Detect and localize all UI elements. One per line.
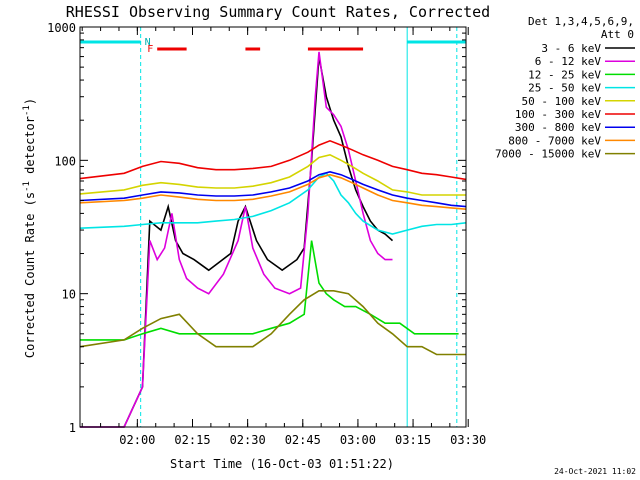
legend-label-0: 3 - 6 keV xyxy=(541,42,601,55)
x-tick-label-1: 02:15 xyxy=(174,433,210,447)
series-layer xyxy=(79,51,467,428)
legend-label-8: 7000 - 15000 keV xyxy=(495,148,601,161)
y-tick-label-2: 100 xyxy=(54,154,76,168)
series-line-3 xyxy=(79,172,467,235)
x-tick-label-5: 03:15 xyxy=(395,433,431,447)
legend-header-0: Det 1,3,4,5,6,9, xyxy=(528,15,634,28)
series-line-2 xyxy=(80,240,459,341)
x-tick-label-3: 02:45 xyxy=(285,433,321,447)
date-stamp: 24-Oct-2021 11:02 xyxy=(554,467,636,476)
x-axis-label: Start Time (16-Oct-03 01:51:22) xyxy=(170,457,394,471)
legend-label-7: 800 - 7000 keV xyxy=(508,134,601,147)
series-line-7 xyxy=(79,173,467,210)
series-line-6 xyxy=(79,170,467,208)
x-tick-label-2: 02:30 xyxy=(230,433,266,447)
y-tick-label-3: 1000 xyxy=(47,21,76,35)
series-line-0 xyxy=(80,56,394,428)
y-tick-label-0: 1 xyxy=(69,421,76,435)
x-tick-label-6: 03:30 xyxy=(450,433,486,447)
y-axis-label: Corrected Count Rate (s-1 detector-1) xyxy=(22,98,37,358)
flag-label-f: F xyxy=(147,44,153,55)
legend-header-1: Att 0 xyxy=(601,28,634,41)
x-tick-label-0: 02:00 xyxy=(119,433,155,447)
legend-label-4: 50 - 100 keV xyxy=(522,95,602,108)
legend-label-6: 300 - 800 keV xyxy=(515,121,601,134)
axes: 1 10 100 1000 02:00 02:15 02:30 02:45 03:00 03:15… xyxy=(47,21,486,447)
series-line-1 xyxy=(80,51,393,428)
x-tick-label-4: 03:00 xyxy=(340,433,376,447)
legend-label-1: 6 - 12 keV xyxy=(535,55,602,68)
overlay-markers: FN xyxy=(80,27,466,427)
legend-label-3: 25 - 50 keV xyxy=(528,82,601,95)
plot-frame xyxy=(79,26,467,428)
series-line-4 xyxy=(79,153,466,196)
y-tick-label-1: 10 xyxy=(62,288,76,302)
series-line-5 xyxy=(79,139,467,181)
chart-title: RHESSI Observing Summary Count Rates, Co… xyxy=(66,3,490,21)
flag-label-n: N xyxy=(145,37,151,48)
legend-label-5: 100 - 300 keV xyxy=(515,108,601,121)
legend-label-2: 12 - 25 keV xyxy=(528,68,601,81)
series-line-8 xyxy=(79,289,466,356)
